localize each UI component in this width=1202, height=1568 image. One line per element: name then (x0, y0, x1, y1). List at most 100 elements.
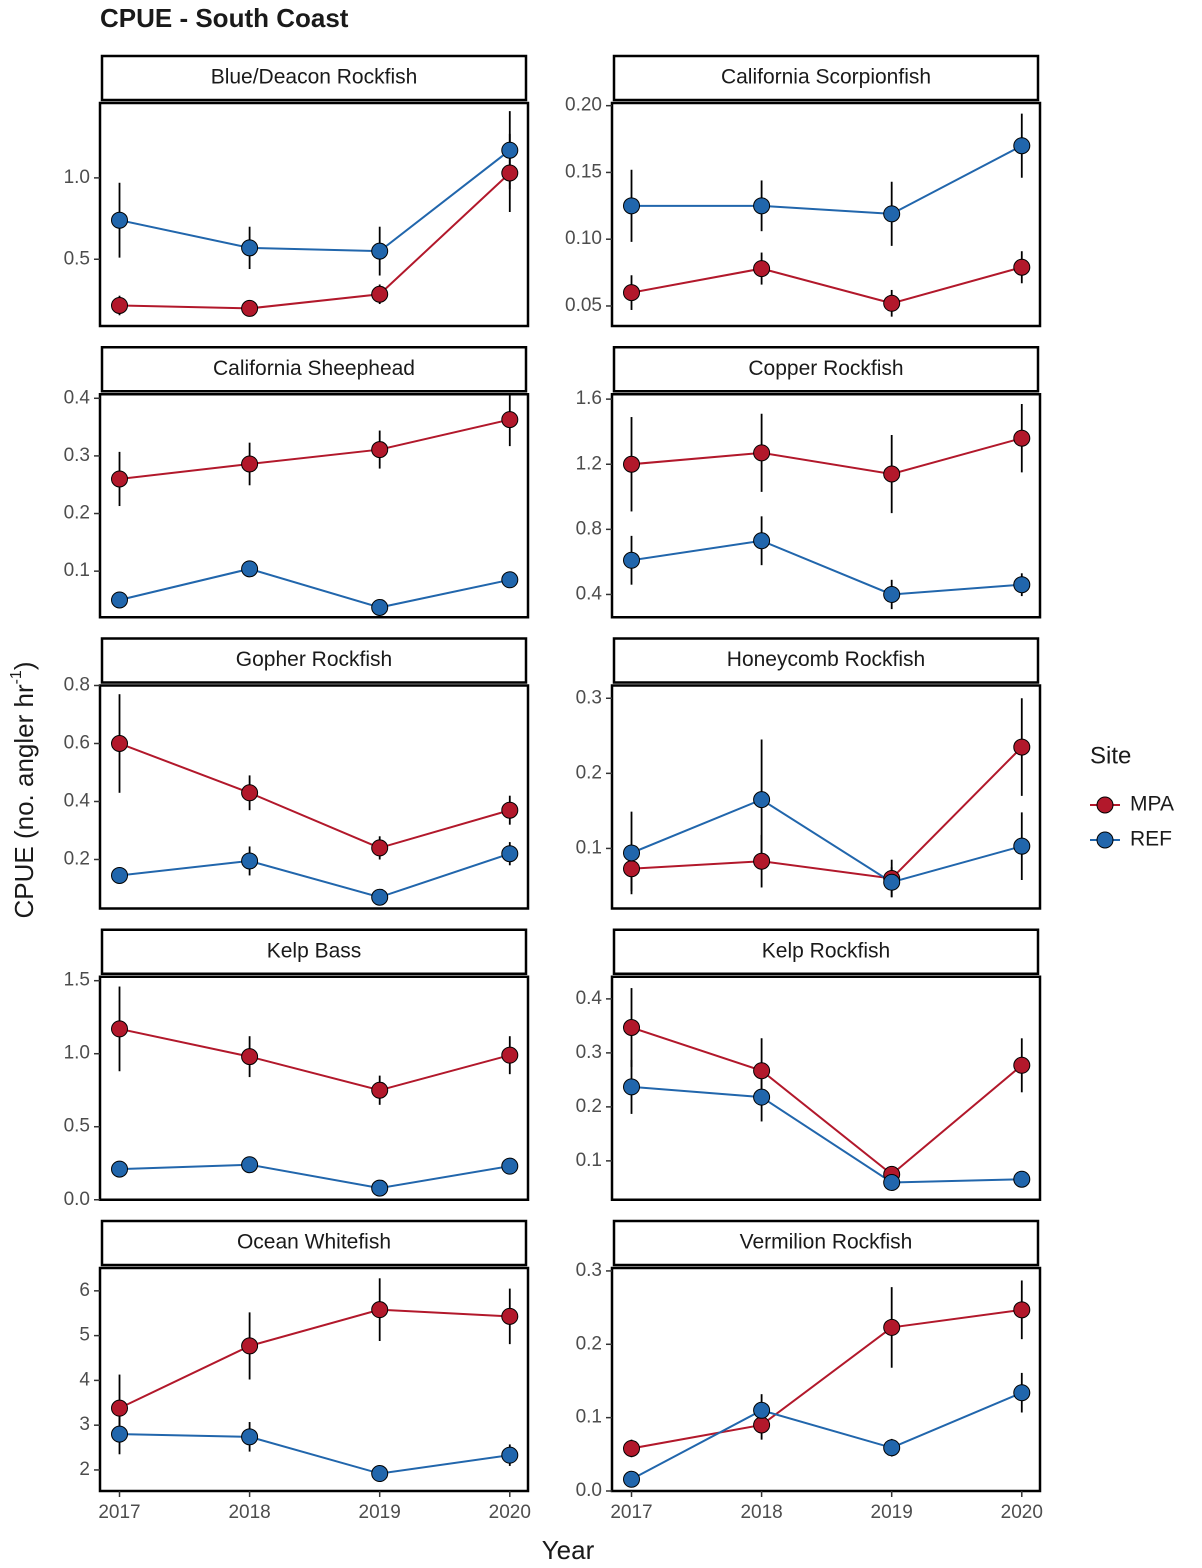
data-point (753, 1088, 771, 1106)
panel-title: Blue/Deacon Rockfish (211, 66, 418, 89)
data-point (111, 591, 129, 609)
data-point (753, 1401, 771, 1419)
data-point (111, 211, 129, 229)
data-point (623, 1019, 641, 1037)
data-point (1013, 738, 1031, 756)
y-tick-label: 0.3 (64, 445, 90, 466)
data-point (623, 455, 641, 473)
data-point (1013, 258, 1031, 276)
data-point (753, 260, 771, 278)
panel-frame (610, 393, 1042, 619)
panel-frame (610, 684, 1042, 910)
data-point (241, 239, 259, 257)
panel-frame (610, 1266, 1042, 1493)
data-point (883, 465, 901, 483)
panel-frame (610, 101, 1042, 328)
strip (612, 54, 1040, 102)
y-tick-label: 0.6 (64, 733, 90, 754)
x-tick-label: 2018 (228, 1502, 270, 1523)
x-tick-label: 2020 (1001, 1502, 1043, 1523)
series-line (631, 1308, 1022, 1450)
data-point (111, 1020, 129, 1038)
x-tick-label: 2019 (871, 1502, 913, 1523)
panel-title: Kelp Rockfish (762, 939, 890, 962)
panel-frame (98, 101, 530, 328)
panel-title: Honeycomb Rockfish (727, 648, 925, 671)
data-point (241, 1048, 259, 1066)
legend-label: REF (1130, 828, 1172, 851)
series-line (119, 149, 511, 253)
strip (100, 54, 528, 102)
y-label-end: ) (9, 661, 39, 670)
data-point (371, 839, 389, 857)
data-point (501, 1046, 519, 1064)
data-point (371, 888, 389, 906)
panel-frame (98, 393, 530, 619)
y-tick-label: 0.4 (576, 988, 603, 1009)
panel-title: Vermilion Rockfish (740, 1231, 913, 1254)
data-point (1013, 429, 1031, 447)
x-tick-label: 2019 (359, 1502, 401, 1523)
series-line (119, 742, 511, 849)
y-tick-label: 0.3 (576, 687, 602, 708)
strip (612, 1219, 1040, 1267)
y-tick-label: 0.1 (576, 837, 602, 858)
y-tick-label: 0.2 (576, 1333, 602, 1354)
data-point (501, 1307, 519, 1325)
data-point (883, 585, 901, 603)
data-point (501, 1446, 519, 1464)
data-point (111, 734, 129, 752)
y-tick-label: 0.5 (64, 248, 90, 269)
y-axis-label: CPUE (no. angler hr-1) (8, 661, 39, 918)
panel-title: Kelp Bass (267, 939, 362, 962)
data-point (241, 560, 259, 578)
strip (612, 346, 1040, 393)
series-line (631, 1391, 1023, 1481)
legend-title: Site (1090, 742, 1131, 769)
data-point (111, 1425, 129, 1443)
data-point (371, 1465, 389, 1483)
y-tick-label: 0.15 (565, 161, 602, 182)
data-point (753, 852, 771, 870)
y-tick-label: 0.4 (64, 387, 91, 408)
data-point (883, 873, 901, 891)
x-axis-label: Year (542, 1535, 595, 1565)
series-line (119, 852, 511, 899)
strip (100, 346, 528, 393)
data-point (883, 294, 901, 312)
data-point (241, 455, 259, 473)
y-tick-label: 0.2 (576, 1096, 602, 1117)
data-point (501, 1157, 519, 1175)
data-point (883, 205, 901, 223)
legend-label: MPA (1130, 793, 1174, 816)
y-label-superscript: -1 (8, 670, 25, 684)
data-point (501, 801, 519, 819)
y-tick-label: 1.0 (64, 167, 90, 188)
y-tick-label: 0.1 (576, 1150, 602, 1171)
y-tick-label: 0.05 (565, 295, 602, 316)
series-line (631, 746, 1023, 880)
data-point (883, 1318, 901, 1336)
panel-title: California Scorpionfish (721, 66, 931, 89)
data-point (371, 441, 389, 459)
chart-title: CPUE - South Coast (100, 3, 349, 33)
y-tick-label: 0.1 (64, 560, 90, 581)
y-tick-label: 0.20 (565, 95, 602, 116)
data-point (371, 285, 389, 303)
y-tick-label: 0.4 (576, 583, 603, 604)
data-point (1013, 1384, 1031, 1402)
panel-title: Gopher Rockfish (236, 648, 392, 671)
y-tick-label: 0.5 (64, 1116, 90, 1137)
data-point (623, 1078, 641, 1096)
data-point (111, 1399, 129, 1417)
data-point (501, 164, 519, 182)
data-point (1013, 1301, 1031, 1319)
panel-title: Ocean Whitefish (237, 1231, 391, 1254)
series-line (119, 567, 510, 609)
data-point (241, 784, 259, 802)
strip (100, 928, 528, 975)
y-tick-label: 3 (79, 1414, 90, 1435)
y-tick-label: 0.8 (64, 675, 90, 696)
series-line (631, 1026, 1023, 1176)
